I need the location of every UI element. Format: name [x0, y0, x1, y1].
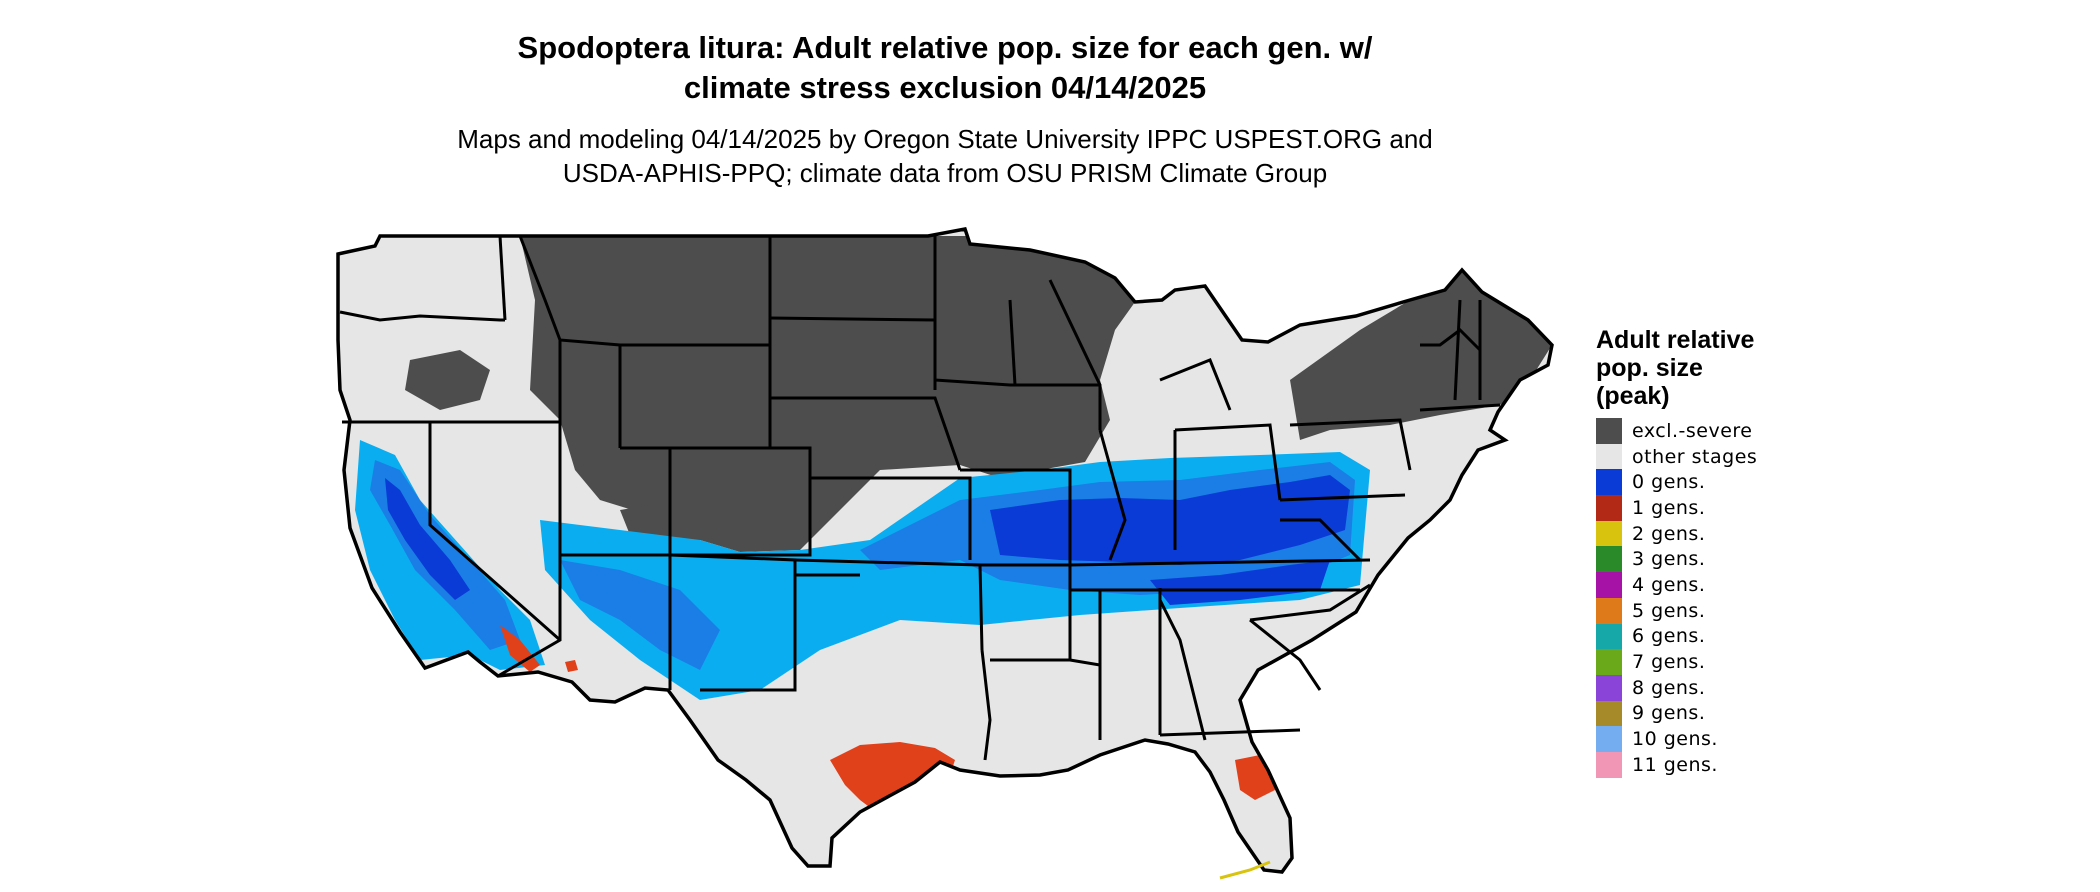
legend-swatch — [1596, 520, 1622, 547]
orange-southern-california — [500, 625, 540, 672]
legend-label: 1 gens. — [1632, 496, 1706, 519]
map-subtitle: Maps and modeling 04/14/2025 by Oregon S… — [0, 122, 1890, 190]
legend-swatch — [1596, 443, 1622, 470]
title-line-1: Spodoptera litura: Adult relative pop. s… — [517, 30, 1373, 65]
legend-label: 11 gens. — [1632, 753, 1718, 776]
legend-row-11-gens: 11 gens. — [1596, 751, 1757, 778]
dark-blue-california — [385, 478, 470, 600]
legend-swatch — [1596, 572, 1622, 598]
legend-row-other-stages: other stages — [1596, 443, 1758, 470]
legend-label: 2 gens. — [1632, 522, 1706, 545]
legend-label: 5 gens. — [1632, 599, 1706, 622]
legend-label: 0 gens. — [1632, 471, 1706, 494]
excl-severe-northeast — [1290, 270, 1552, 440]
legend-row-5-gens: 5 gens. — [1596, 597, 1757, 624]
legend-swatch — [1596, 751, 1622, 778]
legend-row-excl-severe: excl.-severe — [1596, 418, 1757, 444]
subtitle-line-1: Maps and modeling 04/14/2025 by Oregon S… — [457, 124, 1433, 154]
legend-swatch — [1596, 495, 1622, 521]
legend-row-8-gens: 8 gens. — [1596, 674, 1757, 701]
state-borders — [339, 235, 1501, 761]
legend-swatch — [1596, 418, 1622, 444]
legend-row-10-gens: 10 gens. — [1596, 726, 1757, 752]
legend-label: 4 gens. — [1632, 573, 1706, 596]
legend-title: Adult relative pop. size (peak) — [1596, 326, 1757, 410]
mid-blue-southwest — [560, 560, 720, 670]
legend-swatch — [1596, 597, 1622, 624]
florida-keys — [1219, 860, 1271, 880]
legend-label: 6 gens. — [1632, 625, 1706, 648]
legend-row-7-gens: 7 gens. — [1596, 649, 1757, 675]
orange-south-texas — [830, 742, 955, 840]
dark-blue-band — [990, 475, 1350, 565]
legend-label: 10 gens. — [1632, 728, 1718, 751]
excl-severe-west-patch — [405, 350, 490, 410]
legend-row-0-gens: 0 gens. — [1596, 469, 1757, 496]
map-title: Spodoptera litura: Adult relative pop. s… — [0, 28, 1890, 108]
legend-swatch — [1596, 469, 1622, 496]
legend-row-9-gens: 9 gens. — [1596, 700, 1757, 727]
legend-rows: excl.-severe other stages 0 gens. 1 gens… — [1596, 418, 1757, 778]
legend-row-6-gens: 6 gens. — [1596, 623, 1757, 650]
legend-swatch — [1596, 649, 1622, 675]
orange-arizona — [565, 660, 578, 672]
legend-title-line-2: pop. size — [1596, 354, 1703, 382]
legend-label: 7 gens. — [1632, 651, 1706, 674]
dark-blue-tennessee — [1150, 560, 1330, 605]
legend-row-4-gens: 4 gens. — [1596, 572, 1757, 598]
legend-label: 8 gens. — [1632, 676, 1706, 699]
map-layers — [355, 236, 1552, 840]
legend-title-line-3: (peak) — [1596, 382, 1670, 410]
legend-swatch — [1596, 726, 1622, 752]
legend-row-3-gens: 3 gens. — [1596, 546, 1757, 573]
legend-swatch — [1596, 700, 1622, 727]
legend-swatch — [1596, 546, 1622, 573]
legend-swatch — [1596, 623, 1622, 650]
legend-title-line-1: Adult relative — [1596, 326, 1755, 354]
us-map — [336, 227, 1554, 880]
legend-row-1-gens: 1 gens. — [1596, 495, 1757, 521]
legend-label: other stages — [1632, 445, 1758, 468]
title-line-2: climate stress exclusion 04/14/2025 — [683, 70, 1207, 105]
legend-label: excl.-severe — [1632, 419, 1753, 442]
legend-swatch — [1596, 674, 1622, 701]
subtitle-line-2: USDA-APHIS-PPQ; climate data from OSU PR… — [562, 158, 1328, 188]
legend-label: 3 gens. — [1632, 548, 1706, 571]
legend: Adult relative pop. size (peak) excl.-se… — [1596, 326, 1757, 778]
legend-label: 9 gens. — [1632, 702, 1706, 725]
legend-row-2-gens: 2 gens. — [1596, 520, 1757, 547]
excl-severe-region — [520, 236, 1210, 552]
